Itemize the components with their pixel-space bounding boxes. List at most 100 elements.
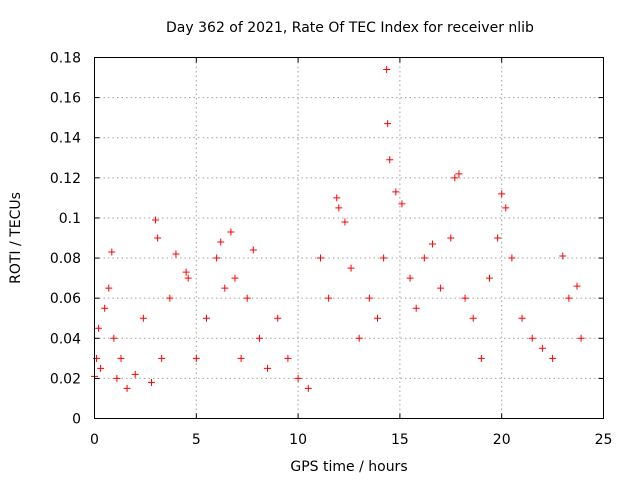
data-point	[284, 354, 292, 362]
data-point	[374, 314, 382, 322]
data-point	[518, 314, 526, 322]
data-point	[455, 170, 463, 178]
data-point	[383, 66, 391, 74]
data-point	[565, 294, 573, 302]
data-point	[538, 344, 546, 352]
data-point	[117, 354, 125, 362]
data-point	[274, 314, 282, 322]
data-point	[97, 364, 105, 372]
data-point	[95, 324, 103, 332]
data-point	[172, 250, 180, 258]
data-point	[451, 174, 459, 182]
data-point	[217, 238, 225, 246]
data-point	[316, 254, 324, 262]
y-tick-label: 0.02	[50, 371, 81, 387]
data-point	[437, 284, 445, 292]
y-tick-label: 0.16	[50, 91, 81, 107]
data-point	[113, 374, 121, 382]
data-point	[166, 294, 174, 302]
data-points	[91, 66, 585, 392]
data-point	[108, 248, 116, 256]
data-point	[498, 190, 506, 198]
data-point	[237, 354, 245, 362]
data-point	[447, 234, 455, 242]
axis-ticks	[94, 57, 604, 419]
plot-frame	[94, 57, 604, 419]
x-tick-labels: 0 5 10 15 20 25	[90, 432, 612, 448]
data-point	[110, 334, 118, 342]
data-point	[101, 304, 109, 312]
data-point	[325, 294, 333, 302]
data-point	[477, 354, 485, 362]
data-point	[398, 200, 406, 208]
data-point	[386, 156, 394, 164]
data-point	[202, 314, 210, 322]
data-point	[264, 364, 272, 372]
data-point	[380, 254, 388, 262]
y-tick-label: 0.04	[50, 331, 81, 347]
x-tick-label: 20	[493, 432, 511, 448]
data-point	[152, 216, 160, 224]
x-tick-label: 5	[192, 432, 201, 448]
data-point	[333, 194, 341, 202]
y-tick-label: 0.14	[50, 131, 81, 147]
x-tick-label: 15	[391, 432, 409, 448]
y-tick-label: 0.12	[50, 171, 81, 187]
data-point	[485, 274, 493, 282]
y-axis-label: ROTI / TECUs	[8, 192, 24, 284]
data-point	[227, 228, 235, 236]
data-point	[231, 274, 239, 282]
data-point	[192, 354, 200, 362]
data-point	[341, 218, 349, 226]
data-point	[221, 284, 229, 292]
data-point	[508, 254, 516, 262]
chart-title: Day 362 of 2021, Rate Of TEC Index for r…	[166, 20, 534, 36]
data-point	[148, 378, 156, 386]
data-point	[420, 254, 428, 262]
y-tick-label: 0.18	[50, 51, 81, 67]
data-point	[494, 234, 502, 242]
gridlines	[94, 57, 604, 419]
data-point	[158, 354, 166, 362]
data-point	[182, 268, 190, 276]
data-point	[428, 240, 436, 248]
y-tick-labels: 0 0.02 0.04 0.06 0.08 0.1 0.12 0.14 0.16 0.18	[50, 51, 81, 428]
data-point	[294, 374, 302, 382]
data-point	[365, 294, 373, 302]
data-point	[213, 254, 221, 262]
data-point	[255, 334, 263, 342]
y-tick-label: 0.08	[50, 251, 81, 267]
data-point	[304, 384, 312, 392]
data-point	[502, 204, 510, 212]
x-tick-label: 10	[289, 432, 307, 448]
data-point	[243, 294, 251, 302]
y-tick-label: 0.1	[59, 211, 81, 227]
data-point	[249, 246, 257, 254]
data-point	[549, 354, 557, 362]
data-point	[461, 294, 469, 302]
data-point	[154, 234, 162, 242]
data-point	[384, 120, 392, 128]
data-point	[469, 314, 477, 322]
data-point	[335, 204, 343, 212]
x-axis-label: GPS time / hours	[290, 459, 407, 475]
y-tick-label: 0	[72, 412, 81, 428]
data-point	[392, 188, 400, 196]
x-tick-label: 25	[595, 432, 613, 448]
data-point	[347, 264, 355, 272]
data-point	[139, 314, 147, 322]
y-tick-label: 0.06	[50, 291, 81, 307]
data-point	[559, 252, 567, 260]
data-point	[577, 334, 585, 342]
data-point	[573, 282, 581, 290]
data-point	[412, 304, 420, 312]
data-point	[406, 274, 414, 282]
x-tick-label: 0	[90, 432, 99, 448]
data-point	[355, 334, 363, 342]
data-point	[131, 370, 139, 378]
data-point	[184, 274, 192, 282]
data-point	[123, 384, 131, 392]
data-point	[528, 334, 536, 342]
data-point	[105, 284, 113, 292]
